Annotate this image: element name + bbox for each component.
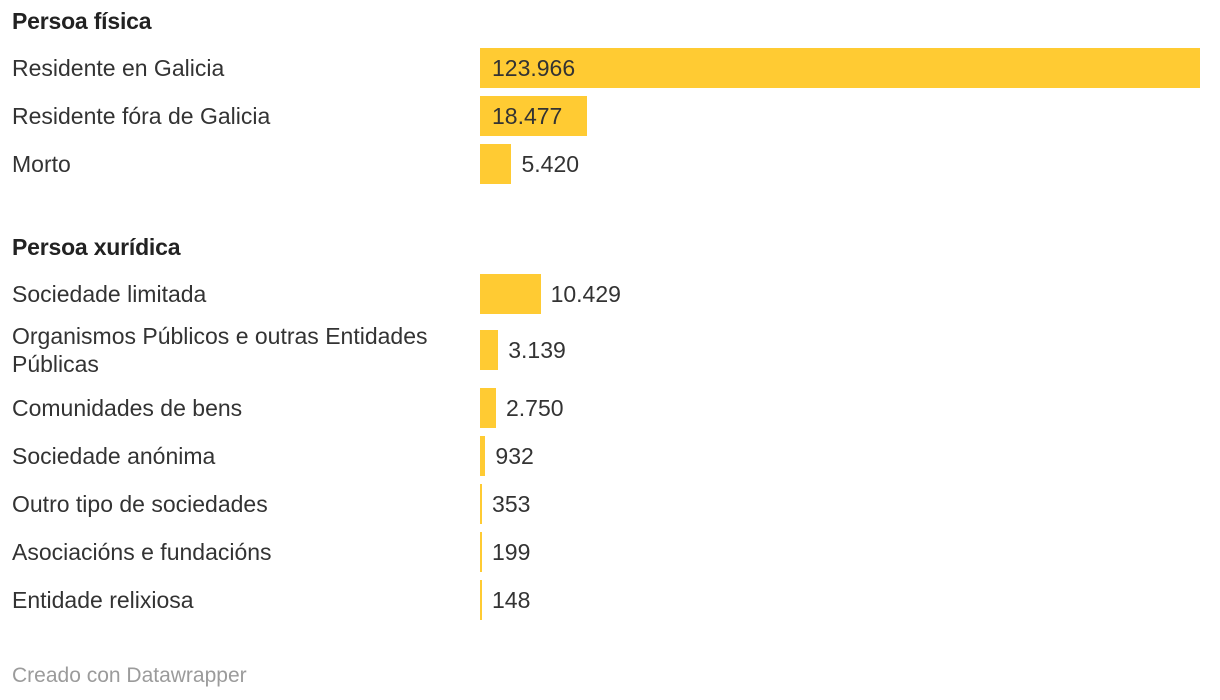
category-label: Sociedade limitada	[12, 281, 207, 307]
bar	[480, 532, 482, 572]
bar	[480, 96, 588, 136]
bar	[480, 274, 541, 314]
category-label: Outro tipo de sociedades	[12, 491, 268, 517]
category-label: Morto	[12, 151, 71, 177]
bar	[480, 330, 499, 370]
bar	[480, 484, 483, 524]
category-label: Comunidades de bens	[12, 395, 243, 421]
group-title: Persoa xurídica	[12, 234, 181, 260]
bar	[480, 580, 482, 620]
category-label: Sociedade anónima	[12, 443, 216, 469]
datawrapper-credit: Creado con Datawrapper	[12, 664, 247, 687]
value-label: 3.139	[508, 337, 566, 363]
bar	[480, 48, 1200, 88]
bar	[480, 388, 496, 428]
category-label: Entidade relixiosa	[12, 587, 194, 613]
bar	[480, 144, 512, 184]
category-label: Organismos Públicos e outras Entidades P…	[12, 323, 428, 377]
value-label: 199	[492, 539, 531, 565]
value-label: 2.750	[505, 395, 564, 421]
value-label: 18.477	[492, 103, 563, 129]
value-label: 932	[495, 443, 534, 469]
value-label: 123.966	[492, 55, 576, 81]
value-label: 5.420	[521, 151, 580, 177]
group-title: Persoa física	[12, 8, 152, 34]
value-label: 148	[492, 587, 531, 613]
category-label: Asociacións e fundacións	[12, 539, 272, 565]
category-label: Residente en Galicia	[12, 55, 225, 81]
value-label: 10.429	[550, 281, 621, 307]
category-label: Residente fóra de Galicia	[12, 103, 271, 129]
bar	[480, 436, 486, 476]
value-label: 353	[492, 491, 531, 517]
